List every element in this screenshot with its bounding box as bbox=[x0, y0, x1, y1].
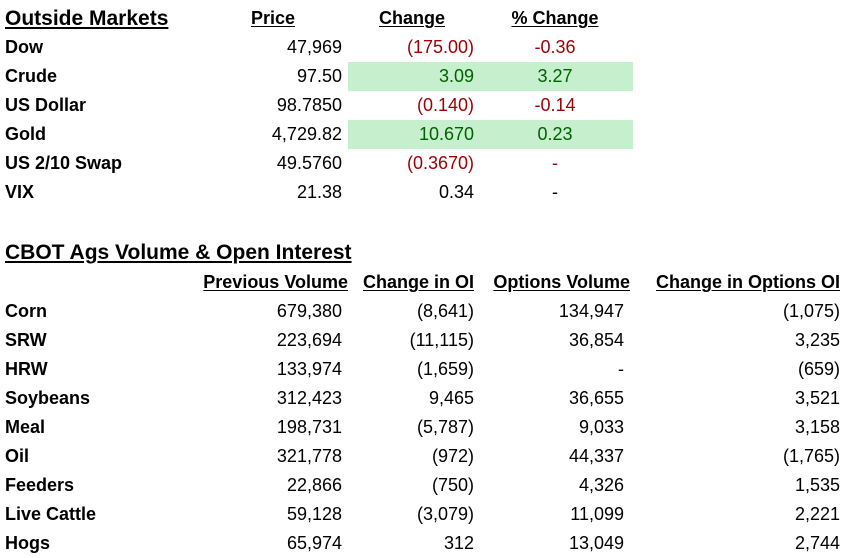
change-in-oi-value: (750) bbox=[431, 475, 474, 495]
market-price: 49.5760 bbox=[276, 153, 342, 173]
options-volume-value: 13,049 bbox=[568, 533, 624, 553]
positive-highlight-fill bbox=[348, 62, 633, 91]
change-in-oi-value: 312 bbox=[443, 533, 474, 553]
outside-markets-row: VIX 21.38 0.34 - bbox=[0, 178, 851, 207]
market-price: 4,729.82 bbox=[271, 124, 342, 144]
previous-volume-header: Previous Volume bbox=[203, 272, 348, 292]
cbot-row: Hogs 65,974 312 13,049 2,744 bbox=[0, 529, 851, 558]
previous-volume-value: 321,778 bbox=[276, 446, 342, 466]
commodity-name: Feeders bbox=[5, 475, 75, 495]
commodity-name: Soybeans bbox=[5, 388, 91, 408]
positive-highlight-fill bbox=[348, 120, 633, 149]
market-price: 98.7850 bbox=[276, 95, 342, 115]
market-price: 97.50 bbox=[296, 66, 342, 86]
market-pct-change: 0.23 bbox=[537, 124, 573, 144]
outside-markets-title: Outside Markets bbox=[5, 7, 169, 30]
options-volume-value: 9,033 bbox=[578, 417, 624, 437]
price-header: Price bbox=[250, 8, 295, 28]
cbot-row: HRW 133,974 (1,659) - (659) bbox=[0, 355, 851, 384]
previous-volume-value: 223,694 bbox=[276, 330, 342, 350]
market-pct-change: -0.36 bbox=[534, 37, 576, 57]
change-in-options-oi-value: 3,521 bbox=[794, 388, 840, 408]
commodity-name: SRW bbox=[5, 330, 47, 350]
change-in-oi-header: Change in OI bbox=[362, 272, 474, 292]
commodity-name: Hogs bbox=[5, 533, 50, 553]
change-in-options-oi-value: 3,158 bbox=[794, 417, 840, 437]
options-volume-value: 4,326 bbox=[578, 475, 624, 495]
cbot-header-row: Previous Volume Change in OI Options Vol… bbox=[0, 268, 851, 297]
options-volume-value: - bbox=[618, 359, 624, 379]
commodity-name: Live Cattle bbox=[5, 504, 97, 524]
cbot-row: Oil 321,778 (972) 44,337 (1,765) bbox=[0, 442, 851, 471]
market-name: US 2/10 Swap bbox=[5, 153, 123, 173]
cbot-row: Soybeans 312,423 9,465 36,655 3,521 bbox=[0, 384, 851, 413]
previous-volume-value: 198,731 bbox=[276, 417, 342, 437]
change-in-oi-value: (972) bbox=[431, 446, 474, 466]
cbot-row: Feeders 22,866 (750) 4,326 1,535 bbox=[0, 471, 851, 500]
options-volume-value: 36,854 bbox=[568, 330, 624, 350]
commodity-name: Oil bbox=[5, 446, 30, 466]
change-in-options-oi-value: 1,535 bbox=[794, 475, 840, 495]
options-volume-value: 134,947 bbox=[558, 301, 624, 321]
change-in-options-oi-header: Change in Options OI bbox=[656, 272, 840, 292]
market-change: (0.3670) bbox=[406, 153, 474, 173]
market-pct-change: -0.14 bbox=[534, 95, 576, 115]
cbot-row: Meal 198,731 (5,787) 9,033 3,158 bbox=[0, 413, 851, 442]
change-in-options-oi-value: 3,235 bbox=[794, 330, 840, 350]
previous-volume-value: 312,423 bbox=[276, 388, 342, 408]
cbot-row: SRW 223,694 (11,115) 36,854 3,235 bbox=[0, 326, 851, 355]
outside-markets-row: US 2/10 Swap 49.5760 (0.3670) - bbox=[0, 149, 851, 178]
outside-markets-row: Dow 47,969 (175.00) -0.36 bbox=[0, 33, 851, 62]
change-in-oi-value: (5,787) bbox=[416, 417, 474, 437]
commodity-name: Corn bbox=[5, 301, 47, 321]
change-header: Change bbox=[379, 8, 446, 28]
options-volume-value: 11,099 bbox=[570, 504, 624, 524]
previous-volume-value: 65,974 bbox=[286, 533, 342, 553]
change-in-options-oi-value: 2,744 bbox=[794, 533, 840, 553]
market-name: US Dollar bbox=[5, 95, 87, 115]
market-name: Gold bbox=[5, 124, 46, 144]
cbot-row: Live Cattle 59,128 (3,079) 11,099 2,221 bbox=[0, 500, 851, 529]
options-volume-value: 36,655 bbox=[568, 388, 624, 408]
market-name: Dow bbox=[5, 37, 43, 57]
options-volume-value: 44,337 bbox=[568, 446, 624, 466]
market-change: 10.670 bbox=[418, 124, 474, 144]
pct-change-header: % Change bbox=[511, 8, 599, 28]
change-in-options-oi-value: 2,221 bbox=[794, 504, 840, 524]
change-in-oi-value: (1,659) bbox=[416, 359, 474, 379]
market-name: Crude bbox=[5, 66, 58, 86]
options-volume-header: Options Volume bbox=[493, 272, 630, 292]
cbot-row: Corn 679,380 (8,641) 134,947 (1,075) bbox=[0, 297, 851, 326]
change-in-oi-value: (11,115) bbox=[409, 330, 474, 350]
market-change: 3.09 bbox=[438, 66, 474, 86]
previous-volume-value: 22,866 bbox=[286, 475, 342, 495]
change-in-oi-value: 9,465 bbox=[428, 388, 474, 408]
change-in-options-oi-value: (659) bbox=[797, 359, 840, 379]
market-change: (0.140) bbox=[416, 95, 474, 115]
market-change: 0.34 bbox=[438, 182, 474, 202]
market-change: (175.00) bbox=[406, 37, 474, 57]
outside-markets-row: Crude 97.50 3.09 3.27 bbox=[0, 62, 851, 91]
previous-volume-value: 133,974 bbox=[276, 359, 342, 379]
change-in-oi-value: (8,641) bbox=[416, 301, 474, 321]
cbot-title-row: CBOT Ags Volume & Open Interest bbox=[0, 238, 851, 267]
market-price: 47,969 bbox=[286, 37, 342, 57]
outside-markets-row: Gold 4,729.82 10.670 0.23 bbox=[0, 120, 851, 149]
market-pct-change: - bbox=[552, 153, 558, 173]
previous-volume-value: 59,128 bbox=[286, 504, 342, 524]
change-in-options-oi-value: (1,765) bbox=[782, 446, 840, 466]
commodity-name: Meal bbox=[5, 417, 46, 437]
outside-markets-row: US Dollar 98.7850 (0.140) -0.14 bbox=[0, 91, 851, 120]
change-in-oi-value: (3,079) bbox=[416, 504, 474, 524]
market-name: VIX bbox=[5, 182, 35, 202]
previous-volume-value: 679,380 bbox=[276, 301, 342, 321]
market-price: 21.38 bbox=[296, 182, 342, 202]
cbot-title: CBOT Ags Volume & Open Interest bbox=[5, 241, 352, 264]
market-pct-change: - bbox=[552, 182, 558, 202]
change-in-options-oi-value: (1,075) bbox=[782, 301, 840, 321]
commodity-name: HRW bbox=[5, 359, 48, 379]
outside-markets-header-row: Outside Markets Price Change % Change bbox=[0, 4, 851, 33]
market-pct-change: 3.27 bbox=[537, 66, 573, 86]
